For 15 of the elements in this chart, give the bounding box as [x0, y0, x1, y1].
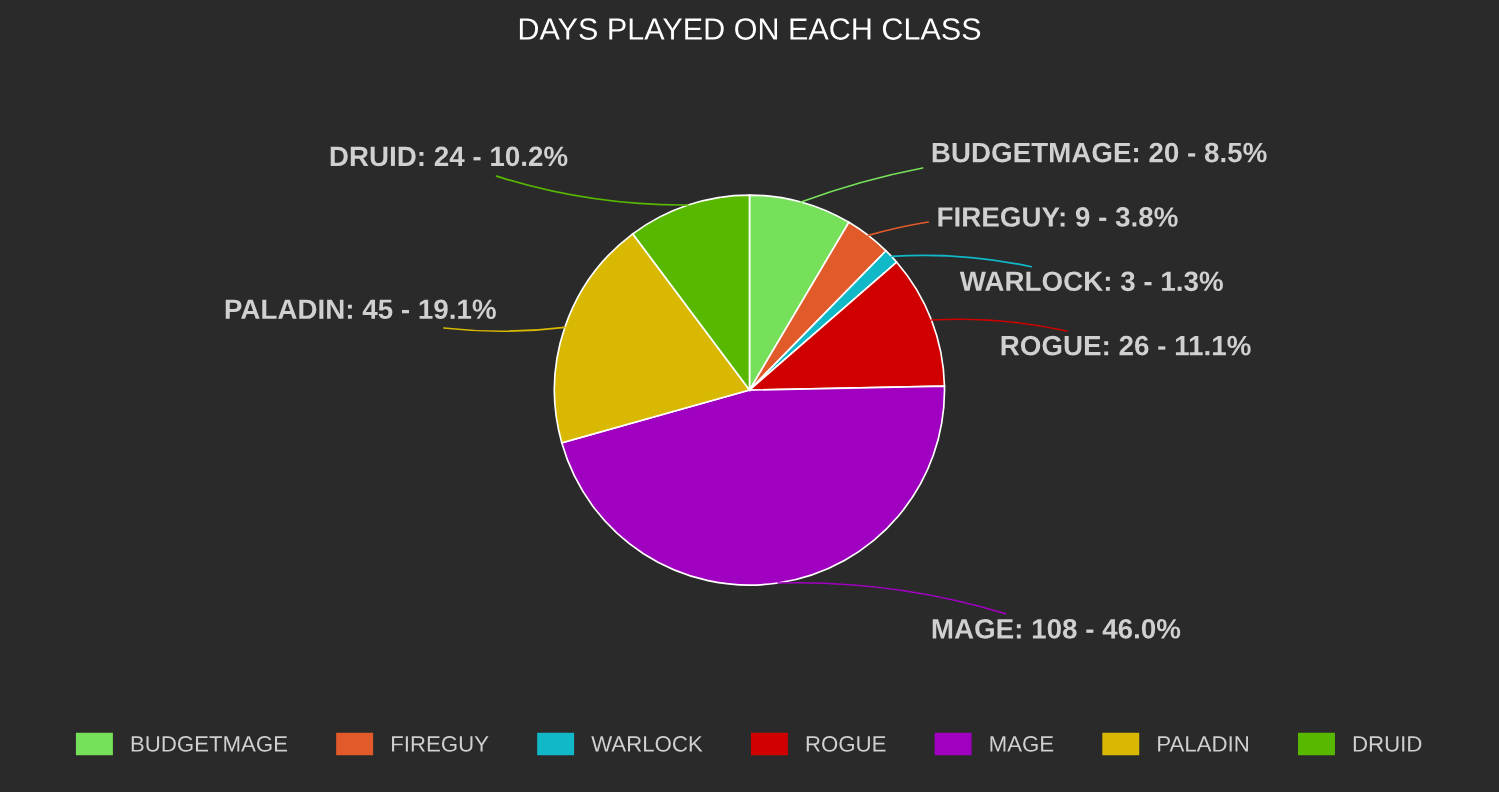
- legend-label: BUDGETMAGE: [131, 736, 288, 752]
- category-label: DRUID: 24 - 10.2%: [330, 146, 568, 167]
- legend-label: PALADIN: [1158, 736, 1248, 752]
- legend-label: FIREGUY: [392, 736, 489, 752]
- category-label: WARLOCK: 3 - 1.3%: [959, 271, 1223, 292]
- legend-label: MAGE: [990, 736, 1054, 752]
- legend-label: DRUID: [1353, 736, 1422, 752]
- category-label: MAGE: 108 - 46.0%: [932, 618, 1181, 639]
- category-label: FIREGUY: 9 - 3.8%: [938, 207, 1178, 227]
- legend-label: ROGUE: [806, 736, 886, 752]
- category-label: PALADIN: 45 - 19.1%: [225, 299, 496, 320]
- legend-label: WARLOCK: [591, 736, 703, 752]
- category-label: ROGUE: 26 - 11.1%: [1001, 335, 1251, 356]
- category-label: BUDGETMAGE: 20 - 8.5%: [932, 142, 1267, 163]
- chart-title: DAYS PLAYED ON EACH CLASS: [519, 18, 981, 40]
